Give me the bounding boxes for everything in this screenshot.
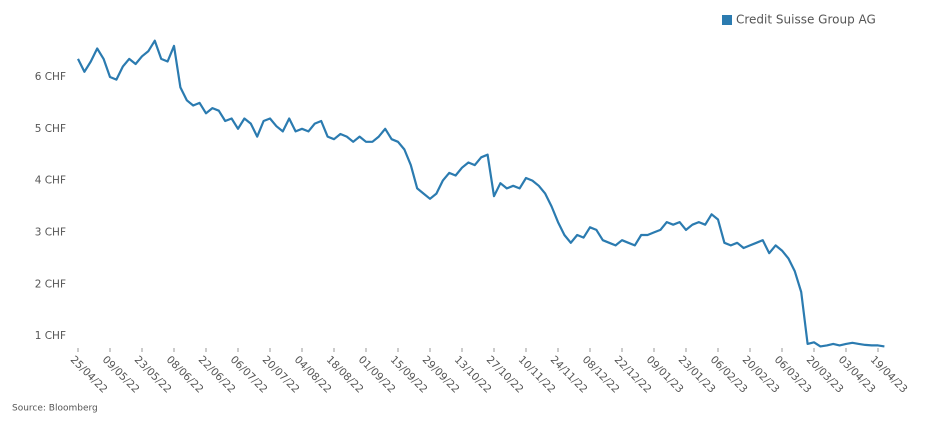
y-tick-label: 4 CHF: [35, 175, 66, 187]
y-tick-label: 5 CHF: [35, 123, 66, 135]
series-line: [77, 39, 885, 348]
legend-swatch: [722, 15, 732, 25]
source-note: Source: Bloomberg: [12, 404, 98, 414]
y-tick-label: 6 CHF: [35, 71, 66, 83]
y-tick-label: 3 CHF: [35, 226, 66, 238]
y-tick-label: 2 CHF: [35, 278, 66, 290]
legend-label: Credit Suisse Group AG: [736, 13, 876, 27]
y-tick-label: 1 CHF: [35, 330, 66, 342]
